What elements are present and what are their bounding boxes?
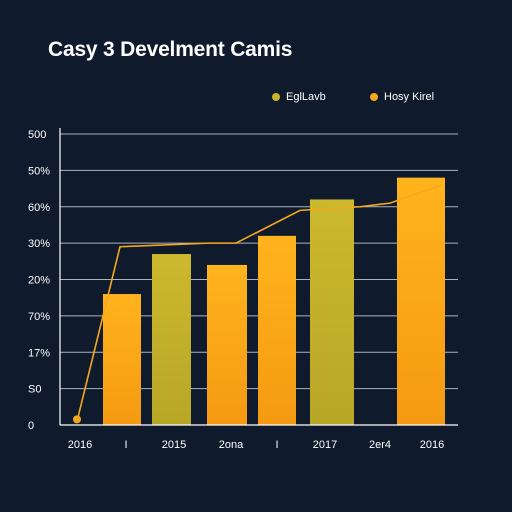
- line-point: [73, 415, 81, 424]
- y-tick-label: 70%: [28, 311, 50, 323]
- legend-item-1: EglLavb: [272, 91, 326, 103]
- x-tick-label: 2ona: [219, 439, 244, 451]
- legend-label-1: EglLavb: [286, 91, 326, 103]
- x-tick-label: I: [124, 439, 127, 451]
- legend-item-2: Hosy Kirel: [370, 91, 434, 103]
- y-tick-label: S0: [28, 384, 41, 396]
- bar: [152, 254, 191, 425]
- x-tick-label: 2016: [420, 439, 444, 451]
- x-tick-label: 2015: [162, 439, 186, 451]
- x-tick-label: 2er4: [369, 439, 391, 451]
- bar: [258, 235, 296, 425]
- legend-swatch-2: [370, 93, 378, 101]
- bar: [397, 177, 445, 425]
- legend-label-2: Hosy Kirel: [384, 91, 435, 103]
- y-tick-label: 20%: [28, 275, 50, 287]
- y-tick-label: 60%: [28, 202, 50, 214]
- series-line: [76, 184, 443, 422]
- x-tick-label: I: [275, 439, 278, 451]
- legend-swatch-1: [272, 93, 280, 101]
- bar: [207, 264, 247, 425]
- x-tick-label: 2016: [68, 439, 92, 451]
- y-tick-label: 0: [28, 420, 34, 432]
- chart-title: Casy 3 Develment Camis: [48, 38, 293, 61]
- y-tick-label: 500: [28, 129, 46, 141]
- bar: [103, 294, 141, 425]
- x-tick-label: 2017: [313, 439, 337, 451]
- y-tick-label: 50%: [28, 165, 50, 177]
- y-tick-label: 17%: [28, 347, 50, 359]
- bar: [310, 199, 354, 425]
- y-tick-label: 30%: [28, 238, 50, 250]
